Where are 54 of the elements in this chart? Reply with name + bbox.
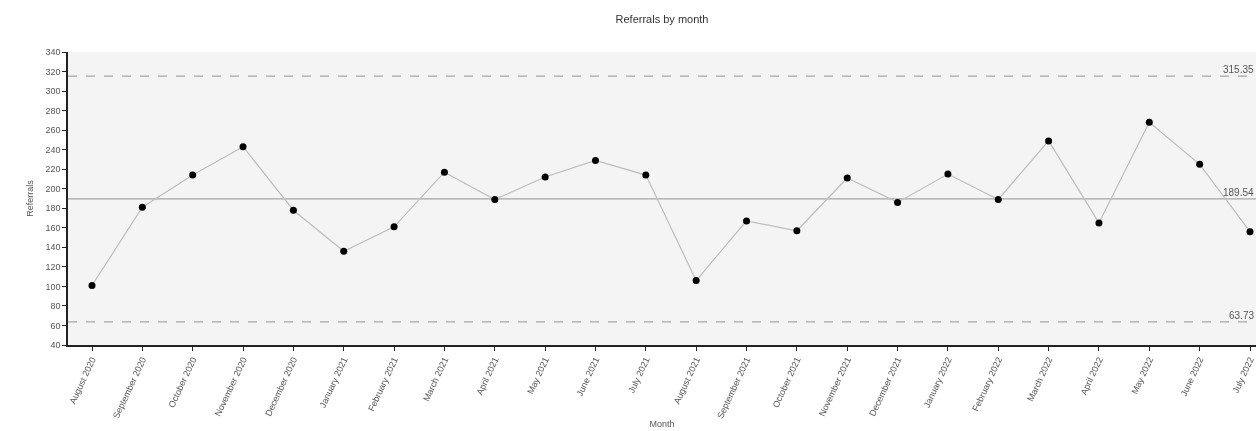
- point: [289, 206, 297, 214]
- x-tick-label: June 2022: [1178, 355, 1206, 398]
- point: [440, 168, 448, 176]
- y-tick-label: 60: [50, 320, 61, 331]
- x-tick-label: April 2022: [1078, 355, 1105, 397]
- point: [1246, 228, 1254, 236]
- point: [491, 195, 499, 203]
- y-tick-label: 280: [45, 105, 61, 116]
- point: [390, 223, 398, 231]
- x-tick-label: May 2022: [1129, 355, 1156, 396]
- point: [340, 247, 348, 255]
- y-tick-label: 120: [45, 262, 61, 273]
- y-tick-label: 240: [45, 144, 61, 155]
- point: [239, 143, 247, 151]
- point: [894, 198, 902, 206]
- y-tick-label: 320: [45, 66, 61, 77]
- point: [541, 173, 549, 181]
- point: [843, 174, 851, 182]
- x-tick-label: July 2021: [626, 355, 652, 395]
- point: [743, 217, 751, 225]
- ref-line-label: 63.73: [1229, 310, 1255, 321]
- y-tick-label: 160: [45, 222, 61, 233]
- point: [189, 171, 197, 179]
- point: [1095, 219, 1103, 227]
- x-axis-title: Month: [649, 419, 675, 430]
- y-tick-label: 220: [45, 164, 61, 175]
- x-tick-label: May 2021: [525, 355, 552, 396]
- x-tick-label: July 2022: [1230, 355, 1256, 395]
- y-tick-label: 200: [45, 183, 61, 194]
- point: [591, 156, 599, 164]
- y-tick-label: 100: [45, 281, 61, 292]
- point: [994, 195, 1002, 203]
- y-tick-label: 80: [50, 301, 61, 312]
- ref-line-label: 315.35: [1223, 64, 1255, 75]
- point: [944, 170, 952, 178]
- chart-title: Referrals by month: [615, 12, 709, 25]
- y-tick-label: 340: [45, 47, 61, 58]
- x-tick-label: June 2021: [574, 355, 602, 398]
- y-tick-label: 300: [45, 86, 61, 97]
- point: [793, 227, 801, 235]
- point: [642, 171, 650, 179]
- y-tick-label: 140: [45, 242, 61, 253]
- y-tick-label: 180: [45, 203, 61, 214]
- point: [692, 277, 700, 285]
- point: [88, 281, 96, 289]
- y-tick-label: 260: [45, 125, 61, 136]
- x-tick-label: April 2021: [474, 355, 501, 397]
- ref-line-label: 189.54: [1223, 187, 1255, 198]
- y-axis-title: Referrals: [25, 179, 36, 217]
- y-tick-label: 40: [50, 340, 61, 351]
- point: [1045, 137, 1053, 145]
- point: [1196, 160, 1204, 168]
- point: [1145, 118, 1153, 126]
- point: [138, 203, 146, 211]
